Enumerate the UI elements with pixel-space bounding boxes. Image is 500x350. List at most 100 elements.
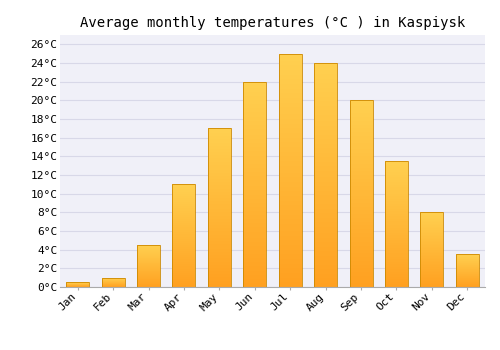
Bar bbox=[137, 245, 160, 246]
Bar bbox=[314, 88, 337, 90]
Bar bbox=[278, 147, 301, 149]
Bar bbox=[278, 107, 301, 110]
Bar bbox=[278, 103, 301, 105]
Bar bbox=[172, 218, 196, 219]
Bar bbox=[420, 257, 444, 258]
Bar bbox=[137, 269, 160, 270]
Bar bbox=[278, 187, 301, 189]
Bar bbox=[172, 254, 196, 255]
Bar bbox=[278, 222, 301, 224]
Bar bbox=[350, 252, 372, 253]
Bar bbox=[314, 244, 337, 247]
Bar bbox=[278, 114, 301, 117]
Bar bbox=[172, 209, 196, 210]
Bar bbox=[314, 240, 337, 242]
Bar bbox=[385, 197, 408, 199]
Bar bbox=[244, 114, 266, 117]
Bar bbox=[278, 163, 301, 166]
Bar bbox=[385, 228, 408, 229]
Bar bbox=[350, 281, 372, 283]
Bar bbox=[137, 248, 160, 249]
Bar bbox=[420, 259, 444, 260]
Bar bbox=[420, 242, 444, 243]
Bar bbox=[172, 202, 196, 203]
Bar bbox=[244, 275, 266, 277]
Bar bbox=[172, 215, 196, 216]
Bar bbox=[208, 255, 231, 257]
Bar bbox=[208, 198, 231, 200]
Bar bbox=[314, 211, 337, 213]
Bar bbox=[420, 279, 444, 280]
Bar bbox=[385, 184, 408, 185]
Bar bbox=[208, 154, 231, 155]
Bar bbox=[137, 245, 160, 287]
Bar bbox=[208, 186, 231, 187]
Bar bbox=[244, 188, 266, 190]
Bar bbox=[420, 215, 444, 216]
Bar bbox=[172, 275, 196, 276]
Bar bbox=[208, 152, 231, 154]
Bar bbox=[314, 229, 337, 231]
Bar bbox=[137, 278, 160, 279]
Bar bbox=[244, 162, 266, 164]
Bar bbox=[278, 63, 301, 65]
Bar bbox=[350, 136, 372, 138]
Bar bbox=[172, 260, 196, 261]
Bar bbox=[314, 249, 337, 251]
Bar bbox=[350, 272, 372, 274]
Bar bbox=[350, 268, 372, 270]
Bar bbox=[420, 228, 444, 229]
Bar bbox=[208, 149, 231, 150]
Bar bbox=[208, 285, 231, 287]
Bar bbox=[244, 184, 266, 187]
Bar bbox=[244, 154, 266, 156]
Bar bbox=[244, 264, 266, 266]
Bar bbox=[244, 232, 266, 233]
Bar bbox=[314, 226, 337, 229]
Bar bbox=[278, 194, 301, 196]
Bar bbox=[420, 280, 444, 281]
Bar bbox=[314, 282, 337, 285]
Bar bbox=[278, 149, 301, 152]
Bar bbox=[350, 184, 372, 186]
Bar bbox=[420, 246, 444, 247]
Bar bbox=[244, 213, 266, 215]
Bar bbox=[420, 256, 444, 257]
Bar bbox=[172, 244, 196, 245]
Bar bbox=[385, 270, 408, 271]
Bar bbox=[385, 220, 408, 222]
Bar bbox=[278, 152, 301, 154]
Bar bbox=[314, 74, 337, 76]
Bar bbox=[420, 263, 444, 264]
Bar bbox=[278, 110, 301, 112]
Bar bbox=[385, 186, 408, 188]
Bar bbox=[278, 170, 301, 173]
Bar bbox=[172, 213, 196, 214]
Bar bbox=[350, 203, 372, 205]
Bar bbox=[244, 225, 266, 228]
Bar bbox=[314, 94, 337, 97]
Bar bbox=[385, 206, 408, 208]
Bar bbox=[385, 271, 408, 272]
Bar bbox=[208, 216, 231, 217]
Bar bbox=[278, 257, 301, 259]
Bar bbox=[350, 248, 372, 250]
Bar bbox=[314, 65, 337, 68]
Bar bbox=[385, 218, 408, 219]
Bar bbox=[244, 110, 266, 112]
Bar bbox=[244, 92, 266, 94]
Bar bbox=[278, 266, 301, 268]
Bar bbox=[385, 254, 408, 256]
Bar bbox=[172, 236, 196, 237]
Bar bbox=[314, 242, 337, 244]
Bar bbox=[172, 252, 196, 253]
Bar bbox=[385, 189, 408, 190]
Bar bbox=[385, 286, 408, 287]
Bar bbox=[314, 132, 337, 135]
Bar bbox=[314, 162, 337, 164]
Bar bbox=[314, 126, 337, 128]
Bar bbox=[278, 268, 301, 271]
Bar bbox=[137, 268, 160, 269]
Bar bbox=[385, 278, 408, 279]
Bar bbox=[385, 226, 408, 228]
